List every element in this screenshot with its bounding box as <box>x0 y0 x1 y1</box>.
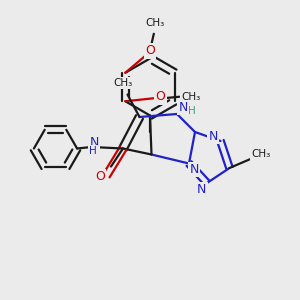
Text: CH₃: CH₃ <box>113 78 133 88</box>
Text: N: N <box>178 101 188 114</box>
Text: N: N <box>90 136 99 149</box>
Text: O: O <box>95 170 105 184</box>
Text: H: H <box>188 106 196 116</box>
Text: H: H <box>89 146 97 156</box>
Text: N: N <box>208 130 218 143</box>
Text: N: N <box>190 163 199 176</box>
Text: CH₃: CH₃ <box>181 92 200 102</box>
Text: O: O <box>145 44 155 57</box>
Text: CH₃: CH₃ <box>146 18 165 28</box>
Text: CH₃: CH₃ <box>251 149 271 160</box>
Text: N: N <box>197 183 206 196</box>
Text: O: O <box>155 90 165 103</box>
